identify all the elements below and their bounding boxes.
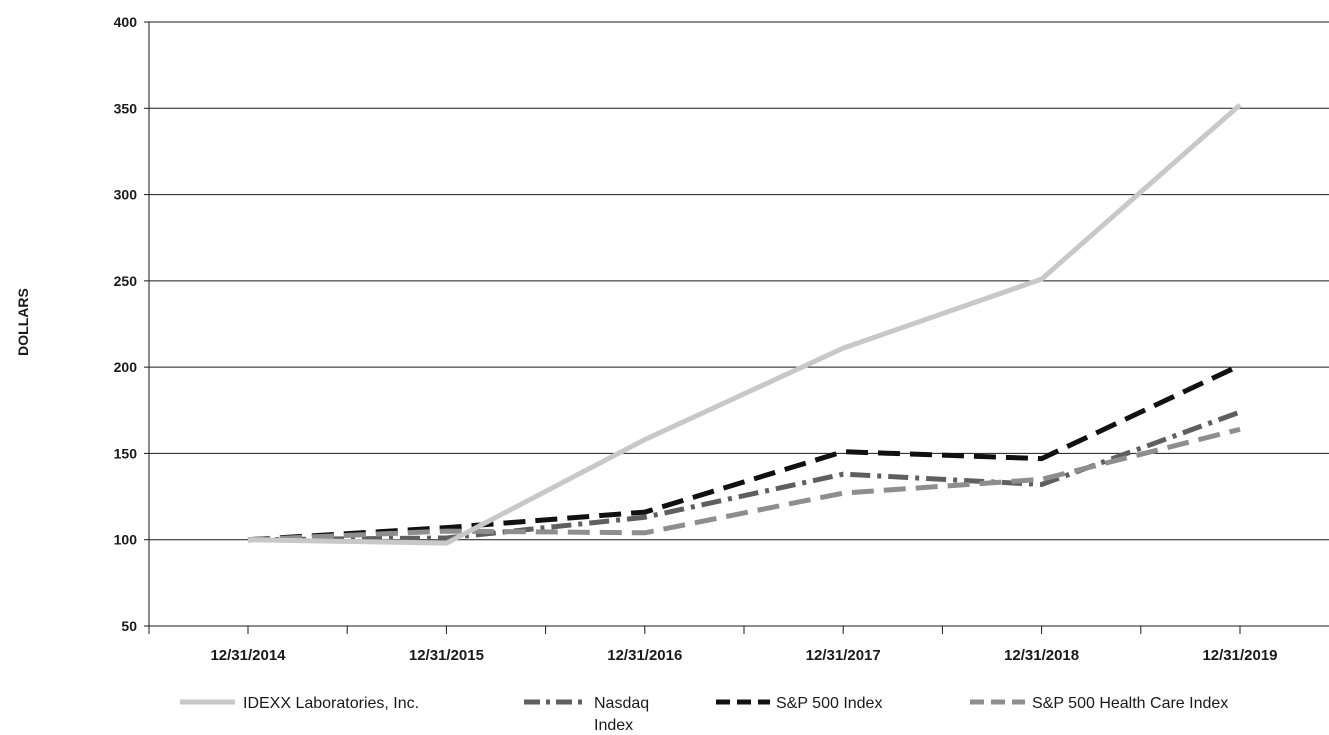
grid-lines [149,21,1329,541]
legend-label: IDEXX Laboratories, Inc. [243,695,419,712]
axes [144,21,1329,634]
y-tick-label: 50 [121,618,137,634]
x-tick-label: 12/31/2017 [806,647,881,664]
y-tick-label: 250 [114,273,138,289]
series-line-0 [247,102,1242,546]
series-line-2 [247,363,1242,543]
series-line-1 [247,409,1241,543]
series-line-3 [247,426,1241,543]
y-tick-label: 200 [114,359,138,375]
legend: IDEXX Laboratories, Inc. Nasdaq Index S&P 5… [180,695,1228,734]
legend-label: Index [594,717,633,734]
x-tick-label: 12/31/2014 [210,647,286,664]
y-tick-labels: 50 100 150 200 250 300 350 400 [114,14,138,634]
y-tick-label: 350 [114,100,138,116]
y-tick-label: 150 [114,445,138,461]
x-tick-label: 12/31/2015 [409,647,484,664]
series-lines [247,102,1242,546]
x-tick-label: 12/31/2016 [607,647,682,664]
legend-label: S&P 500 Index [776,695,882,712]
y-axis-label: DOLLARS [15,288,31,356]
legend-label: S&P 500 Health Care Index [1032,695,1228,712]
legend-label: Nasdaq [594,695,649,712]
x-tick-labels: 12/31/2014 12/31/2015 12/31/2016 12/31/2017… [210,647,1277,664]
y-tick-label: 400 [114,14,138,30]
y-tick-label: 300 [114,187,138,203]
x-tick-label: 12/31/2019 [1202,647,1277,664]
x-tick-label: 12/31/2018 [1004,647,1079,664]
y-tick-label: 100 [114,532,138,548]
